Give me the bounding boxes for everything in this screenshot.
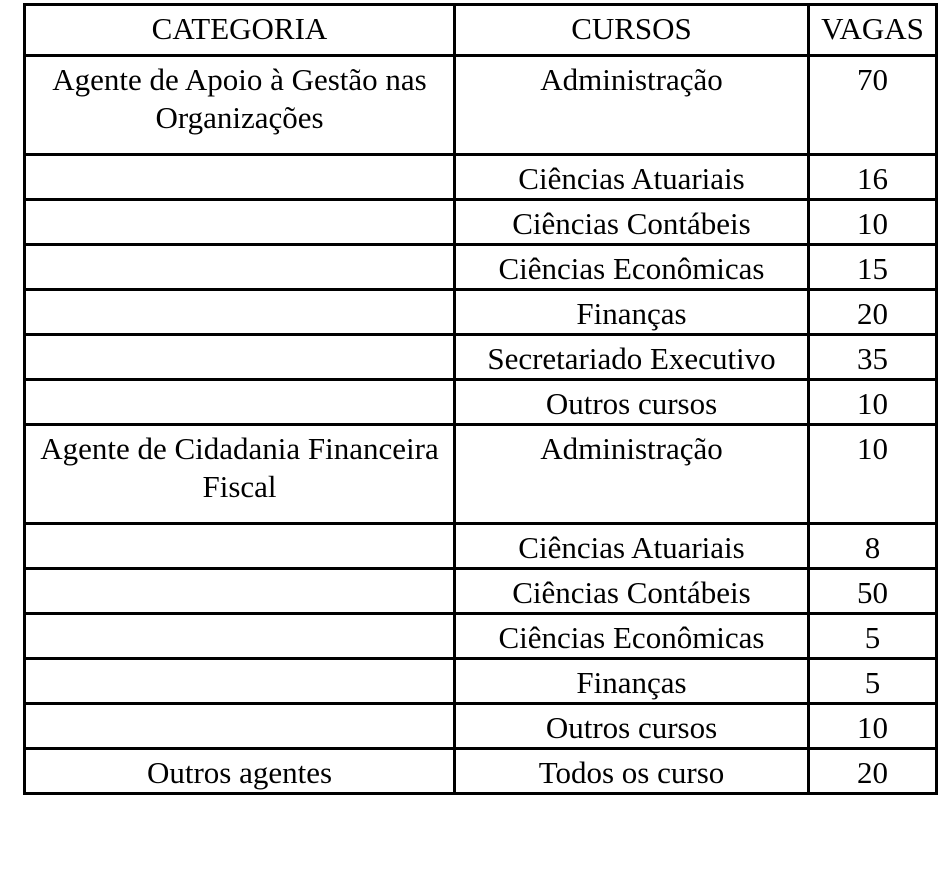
curso-cell: Secretariado Executivo — [453, 333, 810, 381]
vagas-cell: 15 — [807, 243, 938, 291]
categoria-cell — [23, 153, 456, 201]
table-row: Ciências Atuariais 8 — [23, 522, 938, 570]
table-row: Ciências Contábeis 10 — [23, 198, 938, 246]
categoria-cell — [23, 657, 456, 705]
curso-cell: Ciências Econômicas — [453, 243, 810, 291]
curso-cell: Administração — [453, 54, 810, 156]
curso-cell: Ciências Atuariais — [453, 153, 810, 201]
vagas-cell: 5 — [807, 657, 938, 705]
table-row: Ciências Atuariais 16 — [23, 153, 938, 201]
vagas-cell: 20 — [807, 747, 938, 795]
table-row: Ciências Contábeis 50 — [23, 567, 938, 615]
categoria-cell: Agente de Cidadania Financeira Fiscal — [23, 423, 456, 525]
table-row: Outros cursos 10 — [23, 378, 938, 426]
categoria-cell — [23, 702, 456, 750]
categoria-cell: Agente de Apoio à Gestão nas Organizaçõe… — [23, 54, 456, 156]
vagas-cell: 16 — [807, 153, 938, 201]
table-row: Finanças 20 — [23, 288, 938, 336]
vagas-table: CATEGORIA CURSOS VAGAS Agente de Apoio à… — [23, 3, 938, 795]
table-row: Ciências Econômicas 15 — [23, 243, 938, 291]
curso-cell: Outros cursos — [453, 702, 810, 750]
curso-cell: Ciências Econômicas — [453, 612, 810, 660]
table-row: Ciências Econômicas 5 — [23, 612, 938, 660]
table-row: Outros cursos 10 — [23, 702, 938, 750]
vagas-cell: 10 — [807, 198, 938, 246]
header-categoria: CATEGORIA — [23, 3, 456, 57]
curso-cell: Ciências Atuariais — [453, 522, 810, 570]
vagas-cell: 10 — [807, 423, 938, 525]
vagas-cell: 20 — [807, 288, 938, 336]
categoria-cell — [23, 333, 456, 381]
table-row: Outros agentes Todos os curso 20 — [23, 747, 938, 795]
header-row: CATEGORIA CURSOS VAGAS — [23, 3, 938, 57]
table-row: Secretariado Executivo 35 — [23, 333, 938, 381]
table-row: Agente de Cidadania Financeira Fiscal Adm… — [23, 423, 938, 525]
header-vagas: VAGAS — [807, 3, 938, 57]
curso-cell: Todos os curso — [453, 747, 810, 795]
curso-cell: Ciências Contábeis — [453, 198, 810, 246]
vagas-cell: 10 — [807, 378, 938, 426]
categoria-cell — [23, 522, 456, 570]
categoria-cell — [23, 243, 456, 291]
vagas-cell: 10 — [807, 702, 938, 750]
table-row: Agente de Apoio à Gestão nas Organizaçõe… — [23, 54, 938, 156]
categoria-cell — [23, 288, 456, 336]
categoria-cell — [23, 198, 456, 246]
categoria-cell — [23, 378, 456, 426]
categoria-cell: Outros agentes — [23, 747, 456, 795]
curso-cell: Outros cursos — [453, 378, 810, 426]
categoria-cell — [23, 567, 456, 615]
vagas-cell: 5 — [807, 612, 938, 660]
vagas-cell: 8 — [807, 522, 938, 570]
header-cursos: CURSOS — [453, 3, 810, 57]
curso-cell: Administração — [453, 423, 810, 525]
table-row: Finanças 5 — [23, 657, 938, 705]
vagas-cell: 50 — [807, 567, 938, 615]
categoria-cell — [23, 612, 456, 660]
vagas-cell: 35 — [807, 333, 938, 381]
vagas-cell: 70 — [807, 54, 938, 156]
curso-cell: Finanças — [453, 288, 810, 336]
curso-cell: Finanças — [453, 657, 810, 705]
curso-cell: Ciências Contábeis — [453, 567, 810, 615]
